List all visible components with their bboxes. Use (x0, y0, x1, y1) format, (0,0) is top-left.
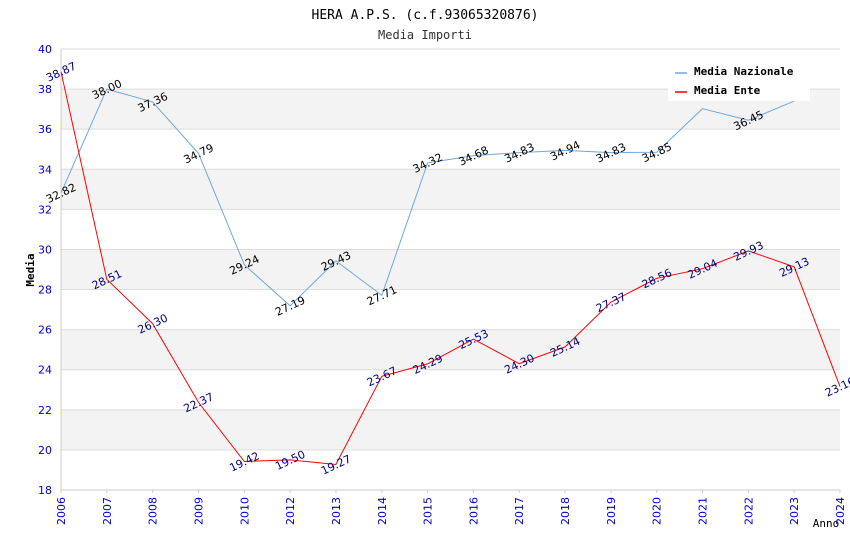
x-tick-label: 2020 (651, 497, 664, 525)
x-tick-label: 2006 (55, 497, 68, 525)
legend-label-media-nazionale: Media Nazionale (694, 65, 794, 78)
x-tick-label: 2019 (605, 497, 618, 525)
x-tick-label: 2009 (192, 497, 205, 525)
x-tick-label: 2016 (467, 497, 480, 525)
y-tick-label: 20 (38, 444, 52, 457)
series-lines (60, 71, 841, 466)
x-tick-label: 2008 (147, 497, 160, 525)
x-tick-label: 2015 (422, 497, 435, 525)
y-tick-label: 18 (38, 484, 52, 497)
y-tick-label: 34 (38, 163, 52, 176)
x-tick-label: 2013 (330, 497, 343, 525)
x-tick-label: 2021 (697, 497, 710, 525)
grid-bands (61, 89, 840, 450)
x-tick-label: 2023 (788, 497, 801, 525)
grid-band (61, 409, 840, 450)
data-label: 27.19 (273, 294, 307, 319)
y-tick-label: 28 (38, 284, 52, 297)
y-tick-label: 36 (38, 123, 52, 136)
x-tick-label: 2010 (238, 497, 251, 525)
axes (60, 49, 840, 491)
y-tick-labels: 18 20 22 24 26 28 30 32 34 36 38 40 (38, 43, 52, 497)
chart-title: HERA A.P.S. (c.f.93065320876) (312, 8, 539, 23)
y-tick-label: 26 (38, 324, 52, 337)
data-label: 34.83 (594, 141, 628, 166)
data-label: 34.94 (548, 138, 582, 163)
legend-box (668, 60, 810, 101)
x-tick-label: 2014 (376, 497, 389, 525)
grid-band (61, 249, 840, 290)
y-tick-label: 30 (38, 243, 52, 256)
x-tick-labels: 2006 2007 2008 2009 2010 2012 2013 2014 2015 2016… (55, 490, 847, 525)
data-label: 19.42 (227, 449, 261, 474)
data-label: 19.50 (273, 448, 307, 473)
x-tick-label: 2024 (834, 497, 847, 525)
y-tick-label: 22 (38, 404, 52, 417)
legend-label-media-ente: Media Ente (694, 84, 761, 97)
x-axis-title: Anno (813, 517, 840, 530)
data-label: 34.68 (457, 144, 491, 169)
chart-subtitle: Media Importi (378, 28, 472, 42)
x-tick-label: 2018 (559, 497, 572, 525)
x-tick-label: 2012 (284, 497, 297, 525)
data-label: 19.27 (319, 452, 353, 477)
legend: Media Nazionale Media Ente (668, 60, 810, 101)
x-tick-label: 2022 (742, 497, 755, 525)
y-tick-label: 32 (38, 203, 52, 216)
series-line-media-nazionale (60, 88, 795, 307)
grid-band (61, 169, 840, 210)
y-tick-label: 38 (38, 83, 52, 96)
series-line-media-ente (60, 71, 841, 466)
x-tick-label: 2007 (101, 497, 114, 525)
y-tick-label: 40 (38, 43, 52, 56)
data-label: 34.79 (182, 141, 216, 166)
data-label: 34.85 (640, 140, 674, 165)
y-tick-label: 24 (38, 364, 52, 377)
data-label: 27.37 (594, 290, 628, 315)
y-axis-title: Media (24, 253, 37, 286)
x-tick-label: 2017 (513, 497, 526, 525)
data-label: 34.83 (502, 141, 536, 166)
grid-band (61, 329, 840, 370)
